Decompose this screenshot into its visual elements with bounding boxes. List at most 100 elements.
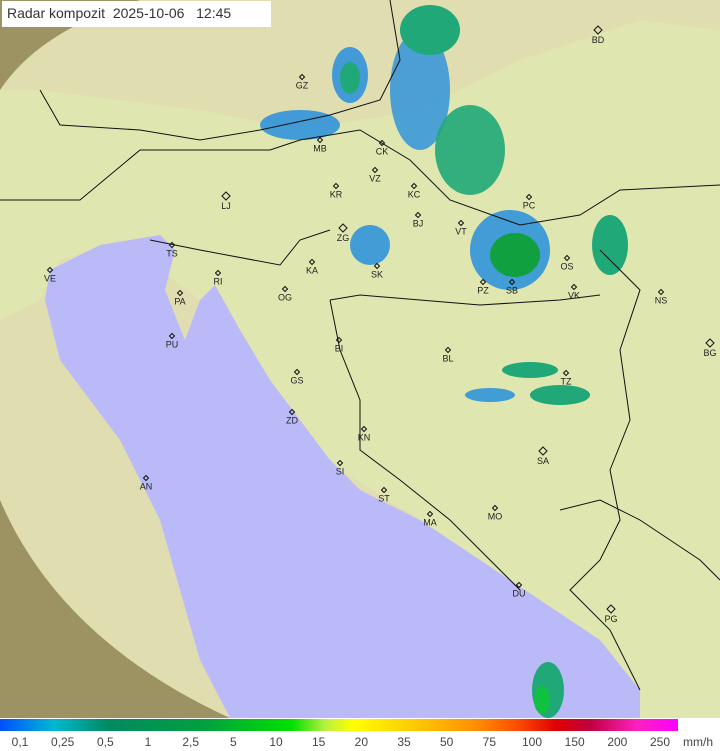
city-label: KR xyxy=(330,190,343,200)
city-label: PA xyxy=(174,297,185,307)
city-label: DU xyxy=(513,589,526,599)
city-marker-icon xyxy=(705,338,715,348)
city-marker-icon xyxy=(308,258,316,266)
city-marker-icon xyxy=(457,219,465,227)
city-marker-icon xyxy=(360,425,368,433)
city-label: OS xyxy=(560,262,573,272)
city-label: TZ xyxy=(561,377,572,387)
city-marker-icon xyxy=(491,504,499,512)
legend-label: 35 xyxy=(397,735,411,749)
city-marker-icon xyxy=(444,346,452,354)
city-marker-icon xyxy=(168,241,176,249)
city-marker-icon xyxy=(563,254,571,262)
city-marker-icon xyxy=(316,136,324,144)
city-label: GS xyxy=(290,376,303,386)
legend-unit: mm/h xyxy=(683,735,713,749)
city-marker-icon xyxy=(298,73,306,81)
city-marker-icon xyxy=(508,278,516,286)
city-label: MA xyxy=(423,518,437,528)
city-marker-icon xyxy=(221,191,231,201)
city-label: BI xyxy=(335,344,344,354)
city-marker-icon xyxy=(562,369,570,377)
radar-echoes xyxy=(260,5,628,718)
city-label: TS xyxy=(166,249,178,259)
city-label: ST xyxy=(378,494,390,504)
city-label: PG xyxy=(604,614,617,624)
city-marker-icon xyxy=(414,211,422,219)
legend-label: 1 xyxy=(144,735,152,749)
city-label: VE xyxy=(44,274,56,284)
city-label: RI xyxy=(214,277,223,287)
title-date: 2025-10-06 xyxy=(112,5,185,21)
legend-label: 250 xyxy=(649,735,671,749)
city-marker-icon xyxy=(515,581,523,589)
city-marker-icon xyxy=(378,139,386,147)
city-marker-icon xyxy=(214,269,222,277)
city-marker-icon xyxy=(176,289,184,297)
city-label: ZG xyxy=(337,233,350,243)
city-marker-icon xyxy=(288,408,296,416)
city-label: MB xyxy=(313,144,327,154)
city-label: PZ xyxy=(477,286,489,296)
city-label: KA xyxy=(306,266,318,276)
city-marker-icon xyxy=(593,25,603,35)
city-label: BJ xyxy=(413,219,424,229)
city-markers: BD GZ MB CK VZ KR LJ KC BJ PC VT ZG TS VE KA SK OS PZ SB VK… xyxy=(44,25,717,624)
city-marker-icon xyxy=(380,486,388,494)
city-marker-icon xyxy=(168,332,176,340)
legend-label: 0,1 xyxy=(11,735,29,749)
city-marker-icon xyxy=(479,278,487,286)
precipitation-color-scale xyxy=(0,719,678,731)
city-marker-icon xyxy=(371,166,379,174)
legend-label: 0,25 xyxy=(50,735,75,749)
adriatic-sea xyxy=(45,235,640,718)
city-label: MO xyxy=(488,512,503,522)
city-marker-icon xyxy=(426,510,434,518)
city-label: SB xyxy=(506,286,518,296)
city-marker-icon xyxy=(293,368,301,376)
borders xyxy=(0,0,720,691)
city-marker-icon xyxy=(570,283,578,291)
legend-label: 10 xyxy=(269,735,283,749)
legend-label: 200 xyxy=(607,735,628,749)
city-marker-icon xyxy=(525,193,533,201)
city-label: VZ xyxy=(369,174,381,184)
city-label: BL xyxy=(442,354,453,364)
city-label: KC xyxy=(408,190,421,200)
city-label: AN xyxy=(140,482,153,492)
city-marker-icon xyxy=(338,223,348,233)
city-marker-icon xyxy=(281,285,289,293)
land-north xyxy=(0,20,720,718)
city-label: SI xyxy=(336,467,345,477)
city-label: GZ xyxy=(296,81,309,91)
legend-label: 100 xyxy=(521,735,543,749)
city-label: CK xyxy=(376,147,389,157)
city-label: NS xyxy=(655,296,668,306)
city-marker-icon xyxy=(373,262,381,270)
city-label: VK xyxy=(568,291,580,301)
city-marker-icon xyxy=(606,604,616,614)
legend-label: 2,5 xyxy=(182,735,199,749)
legend-label: 15 xyxy=(311,735,326,749)
city-label: ZD xyxy=(286,416,298,426)
city-label: LJ xyxy=(221,201,231,211)
city-label: OG xyxy=(278,293,292,303)
city-label: BG xyxy=(703,348,716,358)
city-label: SK xyxy=(371,270,383,280)
map-title: Radar kompozit 2025-10-06 12:45 xyxy=(2,1,271,27)
city-label: PC xyxy=(523,201,536,211)
legend-label: 5 xyxy=(229,735,237,749)
city-label: BD xyxy=(592,35,605,45)
city-marker-icon xyxy=(335,336,343,344)
city-marker-icon xyxy=(410,182,418,190)
city-marker-icon xyxy=(538,446,548,456)
city-label: KN xyxy=(358,433,371,443)
title-time: 12:45 xyxy=(196,5,232,21)
radar-map: BD GZ MB CK VZ KR LJ KC BJ PC VT ZG TS VE KA SK OS PZ SB VK… xyxy=(0,0,720,718)
city-marker-icon xyxy=(336,459,344,467)
legend-label: 150 xyxy=(564,735,585,749)
legend-label: 20 xyxy=(354,735,369,749)
title-text: Radar kompozit xyxy=(7,5,106,21)
city-marker-icon xyxy=(332,182,340,190)
city-marker-icon xyxy=(142,474,150,482)
